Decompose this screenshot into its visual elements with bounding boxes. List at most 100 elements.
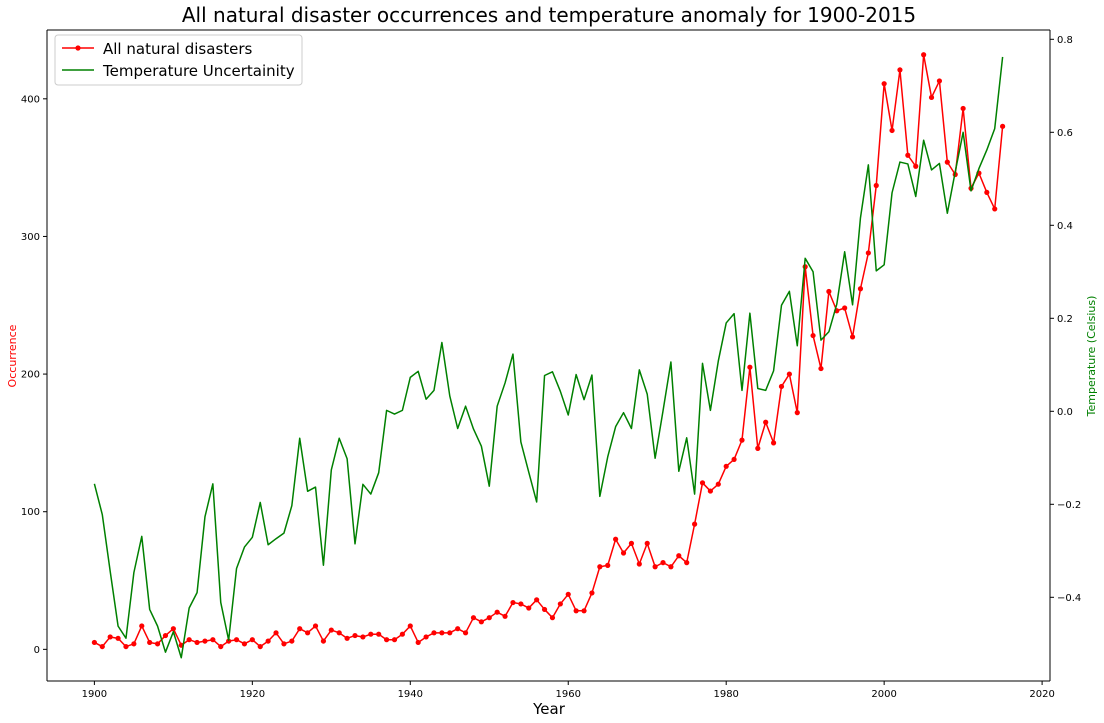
- data-point-disasters: [360, 634, 366, 640]
- data-point-disasters: [881, 81, 887, 87]
- left-y-tick-label: 400: [21, 94, 40, 105]
- right-y-axis-ticks: −0.4 −0.2 0.0 0.2 0.4 0.6 0.8: [1050, 35, 1081, 604]
- data-point-disasters: [905, 152, 911, 158]
- data-point-disasters: [739, 437, 745, 443]
- data-point-disasters: [162, 632, 169, 639]
- x-tick-label: 2020: [1029, 689, 1054, 700]
- data-point-disasters: [455, 626, 461, 632]
- data-point-disasters: [399, 631, 405, 637]
- data-point-disasters: [636, 561, 642, 567]
- data-point-disasters: [652, 564, 658, 570]
- right-y-tick-label: −0.4: [1057, 593, 1081, 604]
- data-point-disasters: [368, 631, 374, 637]
- data-point-disasters: [842, 305, 848, 311]
- data-point-disasters: [273, 630, 279, 636]
- data-point-disasters: [249, 637, 255, 643]
- right-y-tick-label: 0.2: [1057, 314, 1073, 325]
- data-point-disasters: [992, 206, 998, 212]
- data-point-disasters: [384, 637, 390, 643]
- data-point-disasters: [684, 560, 690, 566]
- data-point-disasters: [715, 481, 721, 487]
- data-point-disasters: [226, 638, 232, 644]
- data-point-disasters: [826, 288, 832, 295]
- data-point-disasters: [913, 163, 919, 169]
- x-tick-label: 1940: [398, 689, 423, 700]
- data-point-disasters: [123, 643, 129, 650]
- right-y-tick-label: 0.4: [1057, 221, 1073, 232]
- data-point-disasters: [589, 590, 595, 596]
- right-y-tick-label: −0.2: [1057, 500, 1081, 511]
- right-y-axis-label: Temperature (Celsius): [1085, 296, 1098, 418]
- data-point-disasters: [115, 635, 121, 641]
- data-point-disasters: [431, 630, 437, 636]
- left-y-tick-label: 300: [21, 232, 40, 243]
- data-point-disasters: [99, 643, 105, 650]
- data-point-disasters: [131, 641, 137, 647]
- data-point-disasters: [502, 613, 508, 619]
- legend-marker-disasters: [75, 45, 81, 51]
- data-point-disasters: [984, 189, 990, 196]
- x-tick-label: 1900: [82, 689, 107, 700]
- data-point-disasters: [170, 626, 176, 632]
- data-point-disasters: [549, 615, 556, 621]
- x-tick-label: 2000: [871, 689, 896, 700]
- data-point-disasters: [597, 564, 603, 570]
- x-tick-label: 1980: [713, 689, 738, 700]
- data-point-disasters: [660, 560, 666, 566]
- data-point-disasters: [613, 536, 619, 542]
- data-point-disasters: [810, 332, 816, 339]
- data-point-disasters: [573, 608, 579, 614]
- data-point-disasters: [897, 67, 903, 73]
- data-point-disasters: [526, 605, 532, 611]
- data-point-disasters: [447, 630, 453, 636]
- data-point-disasters: [557, 601, 563, 607]
- data-point-disasters: [928, 94, 935, 101]
- data-point-disasters: [755, 445, 761, 451]
- series-layer: [91, 52, 1006, 659]
- data-point-disasters: [723, 463, 729, 469]
- right-y-tick-label: 0.6: [1057, 128, 1073, 139]
- data-point-disasters: [857, 286, 864, 292]
- data-point-disasters: [154, 641, 161, 647]
- data-point-disasters: [699, 480, 706, 486]
- data-point-disasters: [91, 639, 97, 646]
- data-point-disasters: [921, 52, 927, 58]
- data-point-disasters: [794, 410, 800, 416]
- legend-label-disasters: All natural disasters: [103, 40, 253, 58]
- data-point-disasters: [257, 643, 263, 650]
- chart-title: All natural disaster occurrences and tem…: [182, 3, 916, 27]
- x-axis-label: Year: [532, 700, 566, 718]
- data-point-disasters: [202, 638, 208, 644]
- data-point-disasters: [336, 630, 342, 636]
- data-point-disasters: [534, 597, 540, 603]
- data-point-disasters: [391, 637, 398, 643]
- data-point-disasters: [328, 627, 334, 633]
- data-point-disasters: [147, 639, 153, 646]
- data-point-disasters: [312, 623, 319, 629]
- x-tick-label: 1920: [240, 689, 265, 700]
- data-point-disasters: [297, 626, 303, 632]
- data-point-disasters: [462, 630, 469, 636]
- x-axis-ticks: 1900 1920 1940 1960 1980 2000 2020: [82, 681, 1055, 700]
- legend-box: [54, 34, 303, 86]
- data-point-disasters: [668, 564, 674, 570]
- data-point-disasters: [439, 630, 445, 636]
- data-point-disasters: [644, 540, 650, 546]
- data-point-disasters: [218, 643, 224, 650]
- data-point-disasters: [865, 250, 871, 256]
- data-point-disasters: [936, 78, 943, 84]
- data-point-disasters: [139, 623, 145, 629]
- left-y-axis-label: Occurrence: [6, 324, 19, 387]
- data-point-disasters: [849, 334, 856, 340]
- data-point-disasters: [281, 641, 287, 647]
- data-point-disasters: [786, 371, 792, 377]
- data-point-disasters: [210, 637, 216, 643]
- right-y-tick-label: 0.0: [1057, 407, 1073, 418]
- data-point-disasters: [818, 365, 824, 372]
- data-point-disasters: [770, 440, 777, 446]
- series-line-temperature: [93, 56, 1004, 659]
- data-point-disasters: [407, 623, 413, 629]
- data-point-disasters: [376, 631, 382, 637]
- data-point-disasters: [344, 635, 350, 641]
